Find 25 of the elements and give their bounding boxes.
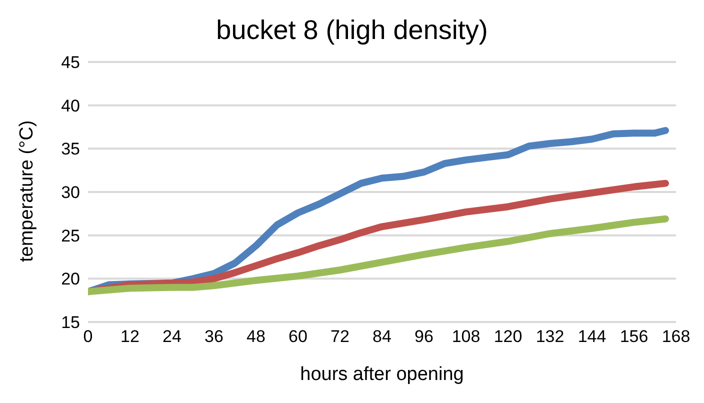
x-tick-label: 72 <box>330 327 350 346</box>
x-tick-label: 120 <box>494 327 522 346</box>
x-axis-title: hours after opening <box>300 364 464 385</box>
y-axis-title: temperature (°C) <box>16 120 38 262</box>
x-tick-label: 96 <box>414 327 434 346</box>
x-tick-label: 48 <box>246 327 266 346</box>
y-tick-label: 15 <box>61 313 80 332</box>
x-tick-label: 132 <box>536 327 564 346</box>
x-tick-label: 84 <box>372 327 392 346</box>
y-tick-label: 35 <box>61 140 80 159</box>
x-tick-label: 144 <box>578 327 606 346</box>
x-tick-label: 12 <box>120 327 140 346</box>
y-tick-label: 20 <box>61 270 80 289</box>
x-tick-label: 36 <box>204 327 224 346</box>
chart-title: bucket 8 (high density) <box>215 14 489 47</box>
y-tick-label: 30 <box>61 183 80 202</box>
y-tick-label: 40 <box>61 96 80 116</box>
x-tick-label: 108 <box>452 327 480 346</box>
x-tick-label: 0 <box>83 327 93 346</box>
x-tick-label: 60 <box>288 327 308 346</box>
x-tick-label: 156 <box>620 327 648 346</box>
x-tick-label: 168 <box>662 327 690 346</box>
y-tick-label: 45 <box>61 53 80 72</box>
x-tick-label: 24 <box>162 327 182 346</box>
y-tick-label: 25 <box>61 226 80 246</box>
